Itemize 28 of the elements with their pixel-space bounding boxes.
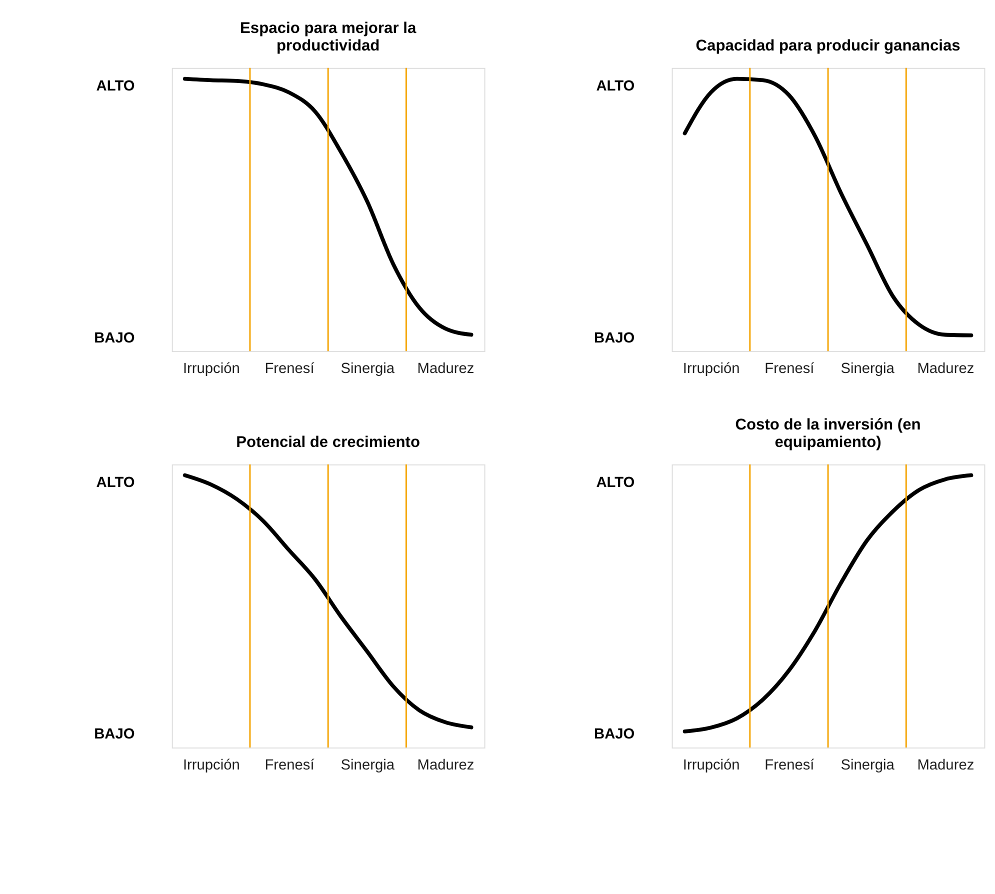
x-tick-label: Irrupción	[182, 757, 240, 774]
text: BAJO	[94, 330, 135, 346]
chart-title: Capacidad para producir ganancias	[696, 38, 961, 55]
text: ALTO	[596, 78, 635, 94]
x-tick-label: Irrupción	[682, 757, 740, 774]
chart-title: Espacio para mejorar la productividad	[240, 20, 416, 55]
x-tick-label: Madurez	[417, 757, 474, 774]
chart-title: Potencial de crecimiento	[236, 434, 420, 452]
x-tick-label: Sinergia	[840, 757, 896, 774]
x-tick-label: Madurez	[917, 361, 974, 378]
x-tick-label: Irrupción	[182, 361, 240, 378]
chart-title: Costo de la inversión (en equipamiento)	[735, 416, 921, 452]
text: ALTO	[96, 78, 135, 94]
text: BAJO	[594, 330, 635, 346]
x-tick-label: Irrupción	[682, 361, 740, 378]
text: BAJO	[94, 726, 135, 743]
x-tick-label: Madurez	[417, 361, 474, 378]
text: ALTO	[596, 474, 635, 491]
x-tick-label: Sinergia	[840, 361, 896, 378]
x-tick-label: Frenesí	[764, 361, 814, 378]
text: BAJO	[594, 726, 635, 743]
x-tick-label: Sinergia	[340, 757, 396, 774]
x-tick-label: Frenesí	[264, 757, 314, 774]
x-tick-label: Sinergia	[340, 361, 396, 378]
x-tick-label: Frenesí	[264, 361, 314, 378]
x-tick-label: Frenesí	[764, 757, 814, 774]
x-tick-label: Madurez	[917, 757, 974, 774]
text: ALTO	[96, 474, 135, 491]
